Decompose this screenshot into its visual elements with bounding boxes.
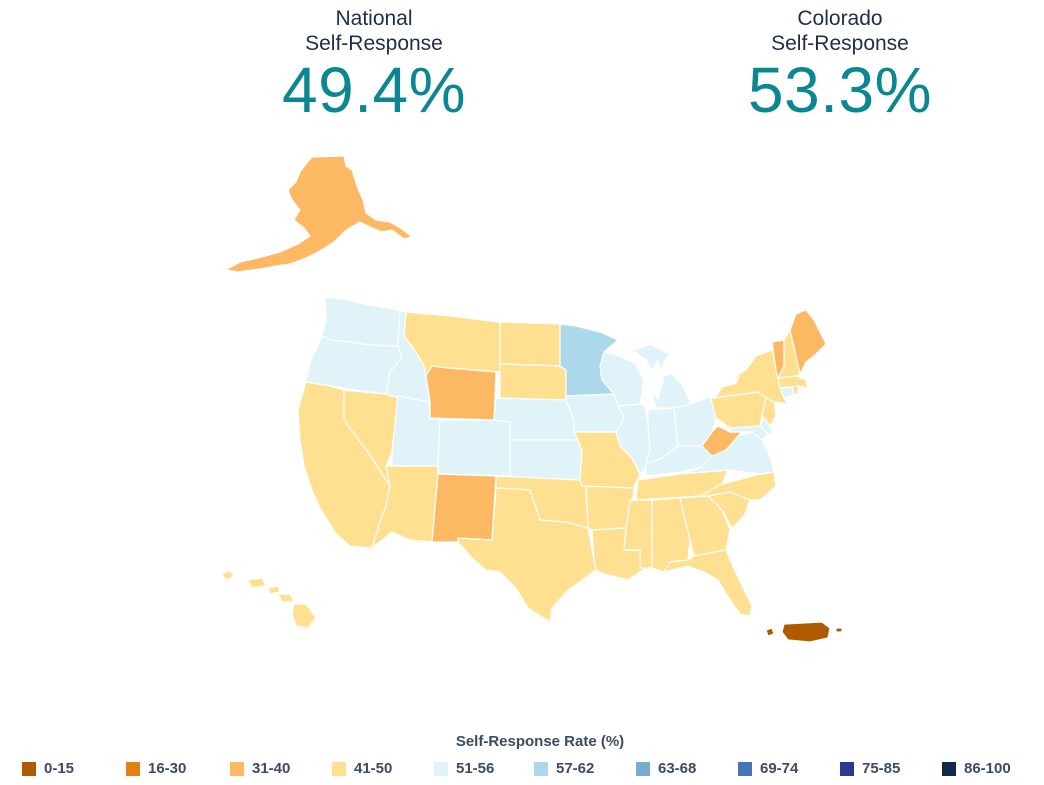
national-value: 49.4% [282,54,466,126]
state-colorado[interactable] [437,419,511,477]
state-hawaii[interactable] [221,569,317,629]
legend-item-16-30: 16-30 [126,760,186,777]
legend-swatch [534,761,548,776]
state-arizona[interactable] [371,465,439,549]
colorado-label-line1: Colorado [797,7,883,30]
legend-swatch [230,761,244,776]
legend-item-86-100: 86-100 [942,760,1011,777]
legend-item-51-56: 51-56 [434,760,494,777]
colorado-self-response: Colorado Self-Response 53.3% [690,6,990,124]
legend-label: 31-40 [252,760,291,777]
national-label-line2: Self-Response [305,32,443,55]
legend-label: 57-62 [556,760,595,777]
state-maine[interactable] [789,309,827,375]
legend-item-31-40: 31-40 [230,760,290,777]
legend-label: 86-100 [964,760,1011,777]
colorado-label-line2: Self-Response [771,32,909,55]
legend: 0-15 16-30 31-40 41-50 51-56 57-62 63-68… [22,760,1032,780]
legend-swatch [332,761,346,776]
legend-swatch [942,761,956,776]
legend-label: 63-68 [658,760,697,777]
legend-item-63-68: 63-68 [636,760,696,777]
legend-item-57-62: 57-62 [534,760,594,777]
legend-label: 75-85 [862,760,901,777]
territory-puerto-rico[interactable] [765,621,843,643]
legend-swatch [738,761,752,776]
us-self-response-map [221,155,843,643]
legend-label: 0-15 [44,760,75,777]
state-new-mexico[interactable] [431,473,497,543]
state-north-dakota[interactable] [499,321,561,367]
legend-swatch [434,761,448,776]
legend-item-75-85: 75-85 [840,760,900,777]
legend-label: 41-50 [354,760,393,777]
legend-swatch [840,761,854,776]
state-kansas[interactable] [509,439,583,481]
legend-swatch [126,761,140,776]
state-wyoming[interactable] [425,365,497,421]
national-self-response: National Self-Response 49.4% [224,6,524,124]
state-florida[interactable] [663,549,753,617]
legend-swatch [22,761,36,776]
legend-item-69-74: 69-74 [738,760,798,777]
legend-label: 51-56 [456,760,495,777]
legend-label: 16-30 [148,760,187,777]
legend-item-41-50: 41-50 [332,760,392,777]
national-label-line1: National [335,7,413,30]
state-alaska[interactable] [225,155,413,273]
state-illinois[interactable] [615,403,651,475]
state-texas[interactable] [457,487,597,623]
legend-swatch [636,761,650,776]
great-lakes [614,338,740,400]
state-south-dakota[interactable] [499,363,567,401]
legend-title: Self-Response Rate (%) [455,733,625,750]
state-washington[interactable] [321,296,401,347]
colorado-value: 53.3% [748,54,932,126]
state-north-carolina[interactable] [699,471,777,501]
legend-label: 69-74 [760,760,799,777]
legend-item-0-15: 0-15 [22,760,74,777]
